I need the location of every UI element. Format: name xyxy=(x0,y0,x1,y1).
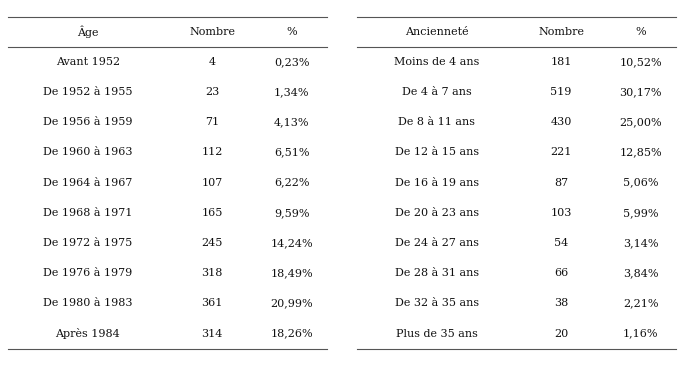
Text: 519: 519 xyxy=(551,87,572,97)
Text: 245: 245 xyxy=(201,238,223,248)
Text: 30,17%: 30,17% xyxy=(620,87,662,97)
Text: 3,14%: 3,14% xyxy=(623,238,659,248)
Text: 6,22%: 6,22% xyxy=(274,177,309,188)
Text: 3,84%: 3,84% xyxy=(623,268,659,278)
Text: 2,21%: 2,21% xyxy=(623,299,659,308)
Text: 10,52%: 10,52% xyxy=(620,57,662,67)
Text: Ancienneté: Ancienneté xyxy=(405,27,469,37)
Text: 14,24%: 14,24% xyxy=(270,238,313,248)
Text: 18,26%: 18,26% xyxy=(270,329,313,339)
Text: Moins de 4 ans: Moins de 4 ans xyxy=(394,57,479,67)
Text: De 32 à 35 ans: De 32 à 35 ans xyxy=(395,299,479,308)
Text: De 12 à 15 ans: De 12 à 15 ans xyxy=(395,148,479,158)
Text: 25,00%: 25,00% xyxy=(620,117,662,127)
Text: Nombre: Nombre xyxy=(538,27,584,37)
Text: De 1980 à 1983: De 1980 à 1983 xyxy=(43,299,133,308)
Text: 5,06%: 5,06% xyxy=(623,177,659,188)
Text: De 24 à 27 ans: De 24 à 27 ans xyxy=(395,238,479,248)
Text: 112: 112 xyxy=(201,148,223,158)
Text: 1,34%: 1,34% xyxy=(274,87,309,97)
Text: De 1960 à 1963: De 1960 à 1963 xyxy=(43,148,133,158)
Text: 9,59%: 9,59% xyxy=(274,208,309,218)
Text: Âge: Âge xyxy=(77,25,98,38)
Text: De 8 à 11 ans: De 8 à 11 ans xyxy=(399,117,475,127)
Text: 87: 87 xyxy=(554,177,568,188)
Text: De 4 à 7 ans: De 4 à 7 ans xyxy=(402,87,472,97)
Text: De 1964 à 1967: De 1964 à 1967 xyxy=(43,177,133,188)
Text: 71: 71 xyxy=(205,117,219,127)
Text: %: % xyxy=(287,27,297,37)
Text: Plus de 35 ans: Plus de 35 ans xyxy=(396,329,478,339)
Text: De 20 à 23 ans: De 20 à 23 ans xyxy=(395,208,479,218)
Text: De 1976 à 1979: De 1976 à 1979 xyxy=(43,268,133,278)
Text: 38: 38 xyxy=(554,299,568,308)
Text: 314: 314 xyxy=(201,329,223,339)
Text: De 1956 à 1959: De 1956 à 1959 xyxy=(43,117,133,127)
Text: 4,13%: 4,13% xyxy=(274,117,309,127)
Text: 66: 66 xyxy=(554,268,568,278)
Text: 12,85%: 12,85% xyxy=(620,148,662,158)
Text: 54: 54 xyxy=(554,238,568,248)
Text: 1,16%: 1,16% xyxy=(623,329,659,339)
Text: 6,51%: 6,51% xyxy=(274,148,309,158)
Text: Avant 1952: Avant 1952 xyxy=(55,57,120,67)
Text: 361: 361 xyxy=(201,299,223,308)
Text: %: % xyxy=(635,27,646,37)
Text: De 1952 à 1955: De 1952 à 1955 xyxy=(43,87,133,97)
Text: 165: 165 xyxy=(201,208,223,218)
Text: 5,99%: 5,99% xyxy=(623,208,659,218)
Text: 430: 430 xyxy=(551,117,572,127)
Text: De 28 à 31 ans: De 28 à 31 ans xyxy=(395,268,479,278)
Text: 318: 318 xyxy=(201,268,223,278)
Text: 23: 23 xyxy=(205,87,219,97)
Text: De 1968 à 1971: De 1968 à 1971 xyxy=(43,208,133,218)
Text: De 1972 à 1975: De 1972 à 1975 xyxy=(43,238,133,248)
Text: 4: 4 xyxy=(209,57,215,67)
Text: Nombre: Nombre xyxy=(189,27,235,37)
Text: 20: 20 xyxy=(554,329,568,339)
Text: 20,99%: 20,99% xyxy=(270,299,313,308)
Text: 0,23%: 0,23% xyxy=(274,57,309,67)
Text: 107: 107 xyxy=(201,177,222,188)
Text: 181: 181 xyxy=(551,57,572,67)
Text: De 16 à 19 ans: De 16 à 19 ans xyxy=(395,177,479,188)
Text: 103: 103 xyxy=(551,208,572,218)
Text: 18,49%: 18,49% xyxy=(270,268,313,278)
Text: Après 1984: Après 1984 xyxy=(55,328,120,339)
Text: 221: 221 xyxy=(551,148,572,158)
